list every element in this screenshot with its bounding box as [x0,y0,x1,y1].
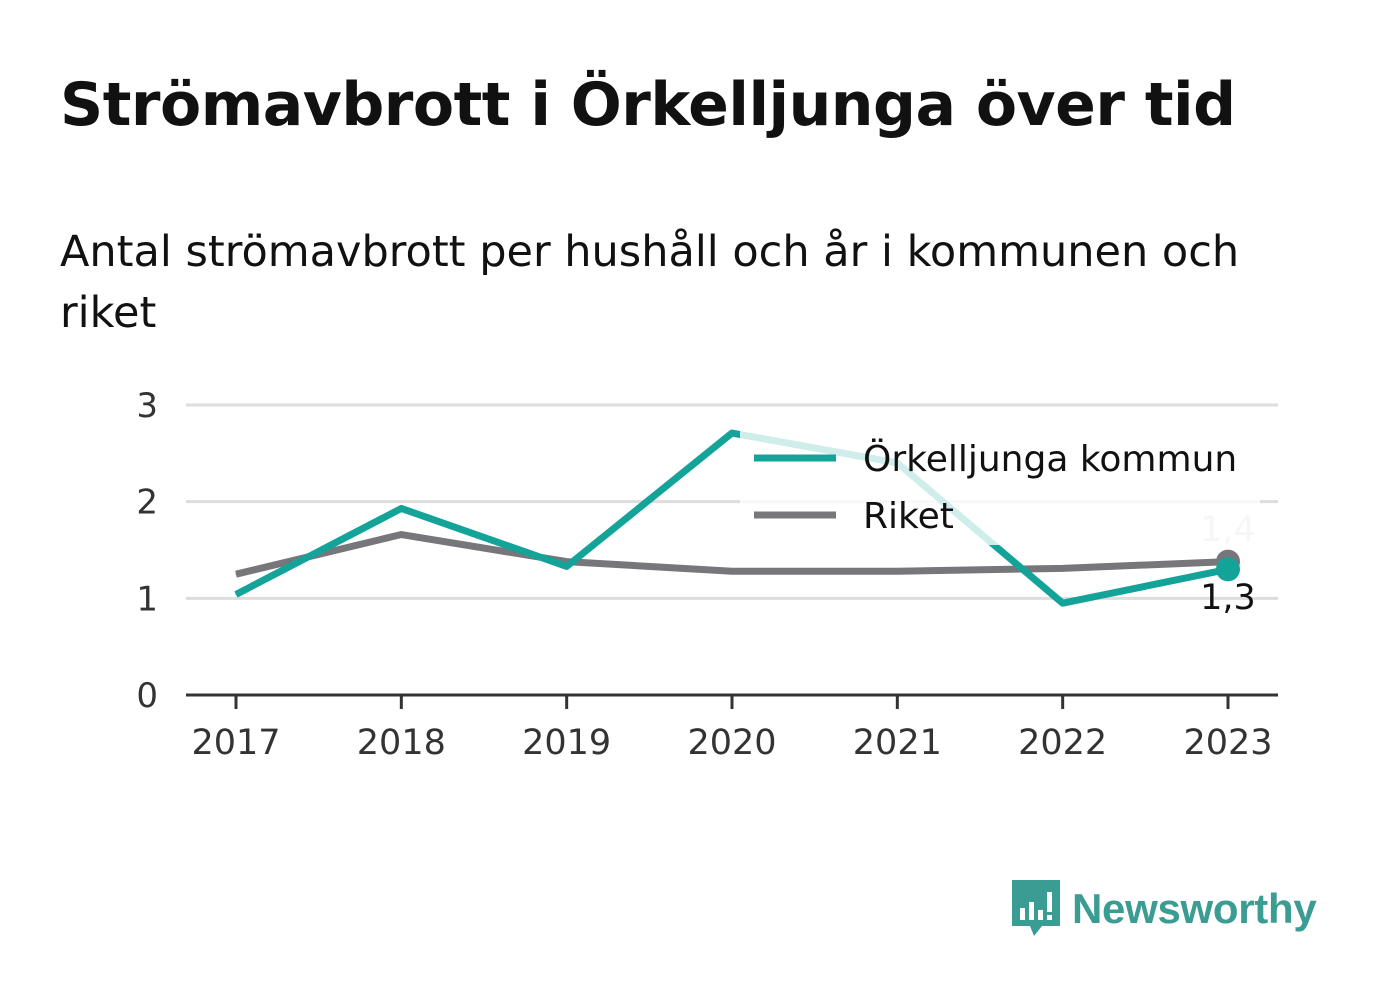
y-tick-label: 2 [136,483,158,523]
chart-title: Strömavbrott i Örkelljunga över tid [60,70,1236,140]
x-tick-label: 2022 [1018,723,1107,763]
data-point [566,565,568,567]
x-tick-label: 2017 [191,723,280,763]
data-point [235,593,237,595]
end-label-orkelljunga: 1,3 [1200,578,1256,618]
data-point [235,573,237,575]
brand-logo: Newsworthy [1010,878,1317,940]
legend-background [740,425,1260,545]
data-point [896,570,898,572]
y-tick-label: 1 [136,579,158,619]
data-point [731,570,733,572]
legend-label: Riket [863,496,954,537]
newsworthy-logo-icon [1012,880,1060,936]
data-point [400,507,402,509]
chart-subtitle: Antal strömavbrott per hushåll och år i … [60,227,1240,338]
y-tick-label: 0 [136,676,158,716]
data-point [1062,567,1064,569]
x-tick-label: 2020 [687,723,776,763]
y-tick-label: 3 [136,386,158,426]
x-tick-label: 2019 [522,723,611,763]
x-tick-label: 2021 [853,723,942,763]
data-point [731,432,733,434]
data-point [1062,602,1064,604]
x-tick-label: 2023 [1183,723,1272,763]
x-tick-label: 2018 [357,723,446,763]
data-point [400,534,402,536]
brand-name: Newsworthy [1072,885,1317,932]
end-marker-orkelljunga [1216,557,1240,582]
legend-label: Örkelljunga kommun [863,438,1237,480]
